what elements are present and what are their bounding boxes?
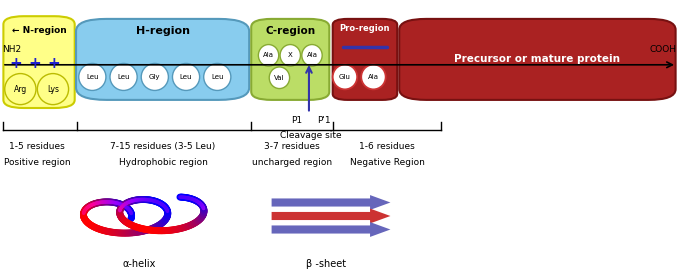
Text: P'1: P'1 [317, 116, 331, 125]
FancyBboxPatch shape [399, 19, 676, 100]
Text: Negative Region: Negative Region [350, 158, 424, 167]
FancyBboxPatch shape [333, 19, 397, 100]
Text: 7-15 residues (3-5 Leu): 7-15 residues (3-5 Leu) [110, 142, 216, 151]
Text: Precursor or mature protein: Precursor or mature protein [454, 54, 621, 65]
Text: Ala: Ala [306, 52, 318, 58]
Text: 3-7 residues: 3-7 residues [264, 142, 320, 151]
Text: Cleavage site: Cleavage site [280, 131, 342, 140]
Ellipse shape [37, 74, 69, 105]
Text: Lys: Lys [47, 85, 59, 94]
Text: Arg: Arg [14, 85, 27, 94]
Text: β -sheet: β -sheet [306, 259, 346, 269]
Ellipse shape [172, 63, 200, 90]
Text: +: + [48, 56, 60, 72]
Ellipse shape [141, 63, 168, 90]
Text: Positive region: Positive region [4, 158, 71, 167]
FancyArrow shape [272, 208, 390, 224]
Text: Leu: Leu [86, 74, 98, 80]
Text: Leu: Leu [117, 74, 130, 80]
Ellipse shape [269, 67, 289, 89]
Text: Ala: Ala [368, 74, 379, 80]
Text: Leu: Leu [211, 74, 223, 80]
Ellipse shape [280, 45, 300, 66]
Text: Pro-region: Pro-region [340, 24, 390, 33]
FancyBboxPatch shape [76, 19, 249, 100]
Text: +: + [10, 56, 22, 72]
Text: X: X [288, 52, 293, 58]
Ellipse shape [5, 74, 36, 105]
FancyArrow shape [272, 195, 390, 210]
Text: Leu: Leu [180, 74, 192, 80]
Text: Hydrophobic region: Hydrophobic region [119, 158, 207, 167]
Text: Glu: Glu [339, 74, 351, 80]
Text: NH2: NH2 [2, 45, 21, 54]
Text: C-region: C-region [265, 26, 315, 36]
Text: +: + [29, 56, 41, 72]
Text: ← N-region: ← N-region [12, 26, 67, 35]
FancyBboxPatch shape [251, 19, 329, 100]
Ellipse shape [361, 65, 386, 89]
Text: uncharged region: uncharged region [252, 158, 332, 167]
Ellipse shape [204, 63, 231, 90]
Text: Ala: Ala [263, 52, 274, 58]
Text: α-helix: α-helix [122, 259, 156, 269]
Text: Val: Val [274, 75, 285, 81]
Ellipse shape [110, 63, 137, 90]
Text: COOH: COOH [650, 45, 677, 54]
Text: 1-5 residues: 1-5 residues [10, 142, 65, 151]
Ellipse shape [258, 45, 278, 66]
FancyBboxPatch shape [3, 16, 75, 108]
Ellipse shape [333, 65, 357, 89]
FancyArrow shape [272, 222, 390, 237]
Ellipse shape [301, 45, 322, 66]
Text: H-region: H-region [136, 26, 189, 36]
Text: P1: P1 [291, 116, 302, 125]
Text: Gly: Gly [149, 74, 160, 80]
Ellipse shape [79, 63, 106, 90]
Text: 1-6 residues: 1-6 residues [359, 142, 415, 151]
